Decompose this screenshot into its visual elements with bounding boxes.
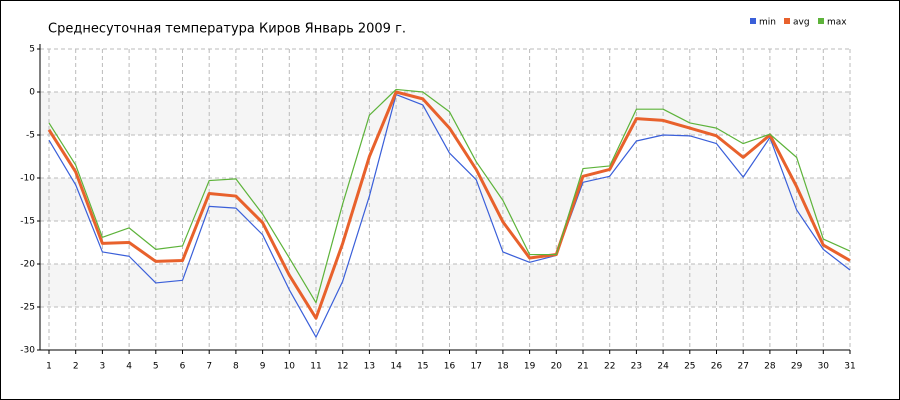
x-tick-label: 25 xyxy=(684,362,695,372)
x-tick-label: 20 xyxy=(551,362,563,372)
x-tick-label: 3 xyxy=(100,362,106,372)
x-tick-label: 15 xyxy=(417,362,428,372)
x-tick-label: 29 xyxy=(791,362,803,372)
legend-swatch xyxy=(784,18,790,24)
series-line xyxy=(48,88,851,304)
x-tick-label: 10 xyxy=(284,362,296,372)
x-tick-label: 23 xyxy=(631,362,642,372)
x-tick-label: 22 xyxy=(604,362,615,372)
series-line xyxy=(48,93,851,338)
x-tick-label: 31 xyxy=(844,362,855,372)
x-tick-label: 11 xyxy=(310,362,321,372)
x-tick-label: 26 xyxy=(711,362,723,372)
chart-title: Среднесуточная температура Киров Январь … xyxy=(48,22,406,37)
x-tick-label: 27 xyxy=(737,362,748,372)
y-tick-label: -30 xyxy=(20,346,35,356)
legend-swatch xyxy=(750,18,756,24)
x-tick-label: 21 xyxy=(577,362,588,372)
band xyxy=(40,178,850,221)
series-line xyxy=(47,90,851,320)
x-tick-label: 6 xyxy=(180,362,186,372)
x-tick-label: 2 xyxy=(73,362,79,372)
x-tick-label: 4 xyxy=(126,362,132,372)
x-tick-label: 30 xyxy=(818,362,830,372)
x-tick-label: 28 xyxy=(764,362,776,372)
x-tick-label: 5 xyxy=(153,362,159,372)
y-tick-label: -10 xyxy=(20,174,35,184)
legend-label: avg xyxy=(793,18,810,28)
y-tick-label: -15 xyxy=(20,217,35,227)
x-tick-label: 16 xyxy=(444,362,456,372)
legend-swatch xyxy=(818,18,824,24)
x-tick-label: 13 xyxy=(364,362,375,372)
y-tick-label: -20 xyxy=(20,260,35,270)
band xyxy=(40,264,850,307)
x-tick-label: 18 xyxy=(497,362,509,372)
y-tick-label: 5 xyxy=(29,45,35,55)
y-tick-label: 0 xyxy=(29,88,35,98)
y-tick-label: -25 xyxy=(20,303,35,313)
legend-label: max xyxy=(827,18,847,28)
x-tick-label: 24 xyxy=(657,362,669,372)
x-tick-label: 14 xyxy=(390,362,402,372)
y-tick-label: -5 xyxy=(26,131,35,141)
x-tick-label: 12 xyxy=(337,362,348,372)
x-tick-label: 1 xyxy=(46,362,52,372)
legend-label: min xyxy=(759,18,776,28)
x-tick-label: 19 xyxy=(524,362,536,372)
x-tick-label: 9 xyxy=(260,362,266,372)
x-tick-label: 8 xyxy=(233,362,239,372)
x-tick-label: 7 xyxy=(206,362,212,372)
band xyxy=(40,92,850,135)
x-tick-label: 17 xyxy=(470,362,481,372)
